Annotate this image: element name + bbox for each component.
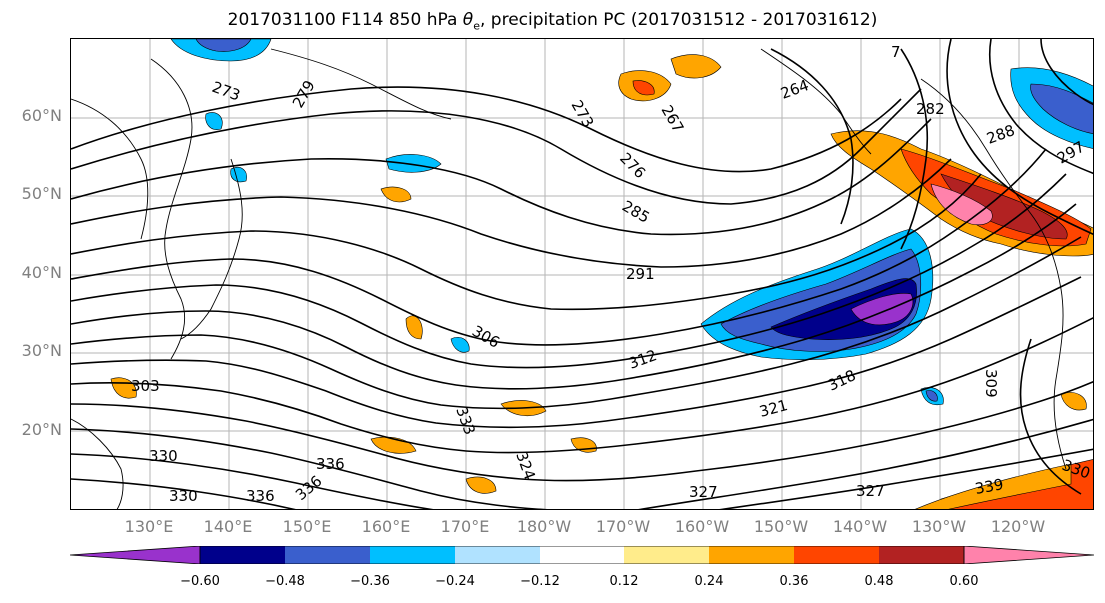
contour-label: 276 — [616, 149, 649, 182]
contour-label: 279 — [289, 77, 319, 111]
contour-label: 330 — [149, 447, 178, 465]
colorbar-extend-low — [70, 546, 201, 564]
lon-label: 130°W — [911, 517, 967, 536]
lon-label: 140°W — [832, 517, 888, 536]
precip-shading — [110, 39, 1093, 509]
shade-positive-w2 — [405, 315, 423, 340]
lat-label: 30°N — [21, 341, 62, 360]
shade-negative-w2 — [230, 167, 247, 183]
lat-label: 20°N — [21, 420, 62, 439]
theta-e-contours — [71, 39, 1093, 509]
contour-label: 327 — [689, 483, 718, 501]
contour-label: 303 — [131, 377, 160, 395]
colorbar-bin — [200, 546, 285, 564]
shade-positive-n-pac — [670, 54, 722, 79]
lon-label: 170°E — [440, 517, 490, 536]
shade-negative-subtropical-max — [850, 293, 914, 326]
colorbar-tick-label: −0.24 — [435, 574, 475, 589]
colorbar-bin — [370, 546, 455, 564]
contour-label: 309 — [982, 369, 1000, 398]
lat-label: 60°N — [21, 106, 62, 125]
colorbar-tick-label: −0.12 — [520, 574, 560, 589]
shade-positive-c6 — [1060, 392, 1087, 411]
colorbar-tick-label: 0.48 — [864, 574, 894, 589]
colorbar-tick-label: −0.36 — [350, 574, 390, 589]
shade-negative-s3 — [925, 390, 938, 402]
lon-label: 170°W — [595, 517, 651, 536]
colorbar-bin — [624, 546, 709, 564]
coastlines — [71, 48, 1067, 509]
shade-positive-alaska2 — [632, 80, 655, 96]
shade-negative-s1 — [450, 337, 470, 353]
colorbar-extend-high — [963, 546, 1094, 564]
graticule — [71, 39, 1093, 509]
contour-label: 282 — [916, 100, 945, 118]
colorbar-bin — [879, 546, 964, 564]
contour-label: 339 — [974, 475, 1005, 498]
lon-label: 140°E — [203, 517, 253, 536]
map-canvas: 273 279 273 267 276 285 264 282 288 297 … — [71, 39, 1093, 509]
shade-positive-c4 — [465, 476, 497, 494]
colorbar-tick-label: −0.48 — [265, 574, 305, 589]
shade-negative-nw-2 — [195, 39, 252, 52]
map-panel: 273 279 273 267 276 285 264 282 288 297 … — [70, 38, 1094, 510]
colorbar-tick-label: 0.60 — [949, 574, 979, 589]
contour-label: 324 — [512, 449, 539, 482]
lon-label: 150°E — [282, 517, 332, 536]
colorbar-bin — [794, 546, 879, 564]
contour-label: 318 — [825, 366, 859, 394]
shade-negative-w — [205, 112, 223, 130]
contour-label: 264 — [778, 76, 811, 103]
lat-label: 40°N — [21, 263, 62, 282]
lon-label: 120°W — [990, 517, 1046, 536]
contour-label: 288 — [984, 121, 1017, 148]
colorbar-bin — [285, 546, 370, 564]
contour-label: 336 — [316, 455, 345, 473]
contour-label: 327 — [856, 482, 885, 500]
shade-negative-japan-sea — [385, 154, 442, 173]
contour-label: 291 — [626, 265, 655, 283]
contour-label: 273 — [568, 97, 598, 131]
colorbar-tick-label: −0.60 — [180, 574, 220, 589]
lon-label: 150°W — [753, 517, 809, 536]
contour-label: 336 — [292, 472, 326, 504]
contour-label: 336 — [246, 487, 275, 505]
contour-label: 333 — [452, 404, 479, 437]
colorbar — [70, 546, 1094, 564]
shade-positive-se2 — [915, 463, 1072, 509]
lon-label: 160°E — [361, 517, 411, 536]
map-title: 2017031100 F114 850 hPa θe, precipitatio… — [227, 10, 878, 33]
colorbar-tick-label: 0.36 — [779, 574, 809, 589]
lon-label: 180°W — [516, 517, 572, 536]
contour-label: 330 — [169, 487, 198, 505]
colorbar-tick-label: 0.12 — [609, 574, 639, 589]
shade-positive-c2 — [380, 186, 412, 203]
colorbar-bin — [455, 546, 540, 564]
contour-label: 321 — [757, 396, 789, 421]
shade-negative-ne-2 — [1030, 83, 1093, 134]
contour-label: 312 — [626, 346, 659, 373]
lon-label: 160°W — [674, 517, 730, 536]
contour-label: 267 — [658, 102, 688, 136]
lat-label: 50°N — [21, 184, 62, 203]
contour-label: 7 — [891, 43, 901, 61]
lon-label: 130°E — [124, 517, 174, 536]
contour-label: 273 — [210, 78, 243, 105]
colorbar-tick-label: 0.24 — [694, 574, 724, 589]
contour-labels: 273 279 273 267 276 285 264 282 288 297 … — [131, 43, 1093, 505]
colorbar-bin — [540, 546, 624, 564]
colorbar-bin — [709, 546, 794, 564]
contour-label: 306 — [469, 322, 503, 352]
